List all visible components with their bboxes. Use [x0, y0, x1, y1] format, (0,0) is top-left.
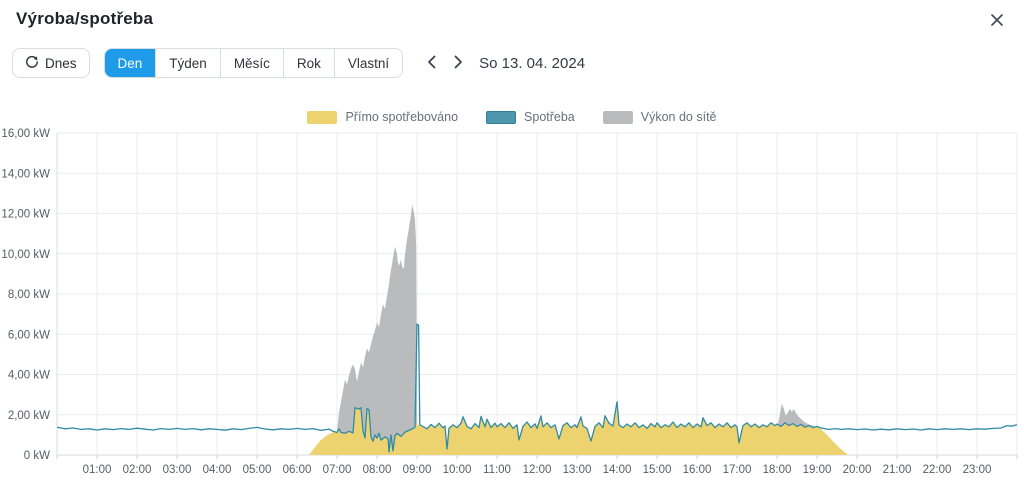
x-axis-label: 23:00	[963, 464, 992, 476]
y-axis-label: 14,00 kW	[1, 168, 50, 180]
x-axis-label: 20:00	[843, 464, 872, 476]
x-axis-label: 19:00	[803, 464, 832, 476]
tab-tyden[interactable]: Týden	[155, 49, 220, 77]
plot-area[interactable]	[57, 133, 1017, 455]
x-axis-label: 11:00	[483, 464, 511, 476]
y-axis-label: 6,00 kW	[8, 329, 50, 341]
toolbar: Dnes Den Týden Měsíc Rok Vlastní So 13. …	[12, 48, 585, 78]
period-segmented-control: Den Týden Měsíc Rok Vlastní	[103, 48, 404, 78]
x-axis-label: 18:00	[763, 464, 792, 476]
refresh-icon	[25, 55, 39, 72]
today-button-label: Dnes	[45, 55, 77, 71]
y-axis-label: 10,00 kW	[1, 249, 50, 261]
tab-vlastni[interactable]: Vlastní	[333, 49, 403, 77]
x-axis-label: 05:00	[243, 464, 272, 476]
x-axis-label: 12:00	[523, 464, 552, 476]
legend-item-direct[interactable]: Přímo spotřebováno	[307, 110, 458, 124]
x-axis-label: 10:00	[443, 464, 472, 476]
chevron-right-icon	[451, 54, 465, 73]
x-axis-label: 03:00	[163, 464, 192, 476]
x-axis-label: 09:00	[403, 464, 432, 476]
direct-consumed-swatch-icon	[307, 110, 338, 124]
x-axis-label: 08:00	[363, 464, 392, 476]
x-axis-label: 21:00	[883, 464, 912, 476]
tab-rok[interactable]: Rok	[282, 49, 334, 77]
x-axis-label: 16:00	[683, 464, 712, 476]
page-title: Výroba/spotřeba	[16, 9, 154, 28]
y-axis-label: 8,00 kW	[8, 289, 50, 301]
x-axis-label: 02:00	[123, 464, 152, 476]
legend-label: Přímo spotřebováno	[345, 110, 459, 124]
next-day-button[interactable]	[445, 48, 471, 78]
consumption-line[interactable]	[56, 323, 1018, 453]
x-axis-label: 04:00	[203, 464, 232, 476]
y-axis-label: 2,00 kW	[8, 410, 50, 422]
close-icon	[989, 12, 1005, 31]
y-axis-label: 4,00 kW	[8, 370, 50, 382]
x-axis-label: 01:00	[83, 464, 112, 476]
x-axis-label: 17:00	[723, 464, 752, 476]
legend-label: Spotřeba	[524, 110, 575, 124]
grid-export-area[interactable]	[777, 403, 815, 428]
x-axis-label: 13:00	[563, 464, 592, 476]
previous-day-button[interactable]	[419, 48, 445, 78]
chart-legend: Přímo spotřebováno Spotřeba Výkon do sít…	[0, 108, 1024, 126]
y-axis-label: 12,00 kW	[1, 209, 50, 221]
grid-export-area[interactable]	[337, 204, 418, 452]
legend-label: Výkon do sítě	[640, 110, 717, 124]
grid-export-swatch-icon	[602, 110, 633, 124]
date-label: So 13. 04. 2024	[479, 54, 586, 72]
x-axis-label: 22:00	[923, 464, 952, 476]
close-button[interactable]	[982, 6, 1012, 36]
y-axis-label: 0 kW	[24, 450, 50, 462]
legend-item-grid-export[interactable]: Výkon do sítě	[602, 110, 717, 124]
legend-item-consumption[interactable]: Spotřeba	[486, 110, 575, 124]
axis-labels: 0 kW 2,00 kW 4,00 kW 6,00 kW 8,00 kW 10,00 kW…	[1, 128, 991, 476]
x-axis-label: 15:00	[643, 464, 672, 476]
tab-mesic[interactable]: Měsíc	[219, 49, 283, 77]
x-axis-label: 06:00	[283, 464, 312, 476]
x-axis-label: 07:00	[323, 464, 352, 476]
x-axis-label: 14:00	[603, 464, 632, 476]
today-button[interactable]: Dnes	[12, 48, 90, 78]
consumption-swatch-icon	[486, 110, 517, 124]
chart-grid	[56, 132, 1018, 459]
tab-den[interactable]: Den	[104, 49, 156, 77]
y-axis-label: 16,00 kW	[1, 128, 50, 140]
chevron-left-icon	[425, 54, 439, 73]
